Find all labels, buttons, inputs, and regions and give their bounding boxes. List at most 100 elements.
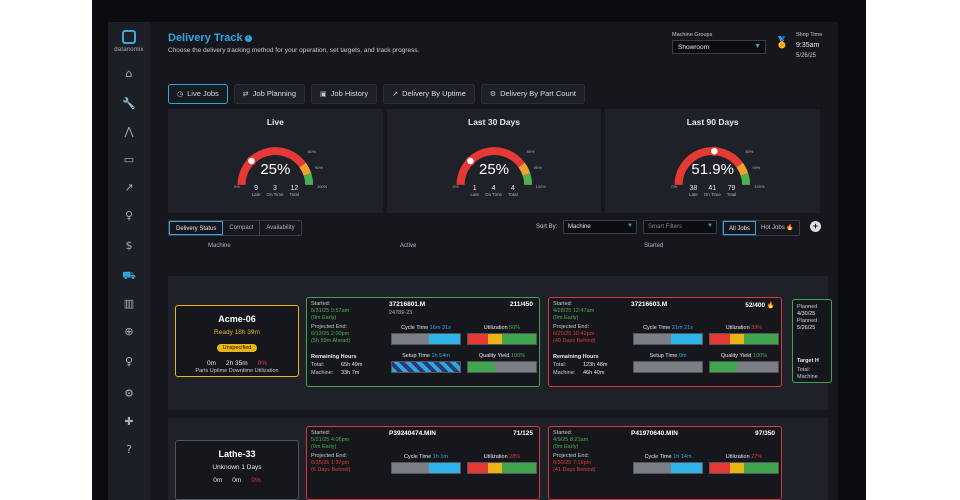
projected-end-value: 6/13/25 2:00pm xyxy=(311,331,350,337)
dollar-icon[interactable]: $ xyxy=(125,239,133,252)
info-icon[interactable]: i xyxy=(244,34,252,42)
part-count: 97/350 xyxy=(755,430,775,437)
trend-icon[interactable]: ↗ xyxy=(124,181,134,194)
tab-job-history[interactable]: ▣ Job History xyxy=(311,84,378,104)
started-note: (0m Early) xyxy=(311,315,337,321)
truck-icon[interactable]: ⛟ xyxy=(122,269,136,282)
sidebar: datanomix ⌂ 🔧 ⋀ ▭ ↗ ♀ $ ⛟ ▥ ⊕ ♀ ⚙ ✚? xyxy=(108,22,150,500)
gauge-card[interactable]: Last 90 Days 0% 80% 90% 100% 51.9% 38 Lat… xyxy=(605,109,821,213)
utilization-bar xyxy=(709,333,779,345)
total-count: 79 Total xyxy=(726,185,737,197)
main-content: Delivery Track i Choose the delivery trac… xyxy=(150,22,838,500)
gauge-label-100: 100% xyxy=(317,184,328,189)
machine-name: Acme-06 xyxy=(218,314,256,324)
chevron-down-icon: ▼ xyxy=(754,43,761,50)
smart-filters-select[interactable]: Smart Filters ▼ xyxy=(643,220,717,234)
gauge-arc-red xyxy=(456,147,525,186)
machine-groups-select[interactable]: Showroom ▼ xyxy=(672,40,766,54)
view-delivery-status[interactable]: Delivery Status xyxy=(169,221,224,235)
projected-end-note: (40 Days Behind) xyxy=(553,338,596,344)
job-card[interactable]: Started: 5/31/25 9:57am (0m Early) Proje… xyxy=(306,297,540,387)
logo-icon xyxy=(122,30,136,44)
job-card[interactable]: Started: 5/21/25 4:06pm (0m Early) Proje… xyxy=(306,426,540,500)
laptop-frame: datanomix ⌂ 🔧 ⋀ ▭ ↗ ♀ $ ⛟ ▥ ⊕ ♀ ⚙ ✚? Delivery Track i… xyxy=(92,0,866,500)
gauge-title: Live xyxy=(266,117,284,127)
projected-end-note: (41 Days Behind) xyxy=(553,467,596,473)
peek-total: Total: xyxy=(797,367,811,373)
column-headers: Machine Active Started xyxy=(168,243,820,253)
home-icon[interactable]: ⌂ xyxy=(125,67,133,80)
column-started: Started xyxy=(644,243,664,249)
downtime-value: 0% xyxy=(257,360,268,367)
view-availability[interactable]: Availability xyxy=(266,225,295,231)
job-card[interactable]: Started: 4/28/25 12:47am (0m Early) Proj… xyxy=(548,297,782,387)
tab-delivery-by-uptime[interactable]: ↗ Delivery By Uptime xyxy=(383,84,475,104)
peek-target: Target H xyxy=(797,358,819,364)
projected-end-value: 6/20/25 10:42pm xyxy=(553,331,595,337)
award-icon[interactable]: ♀ xyxy=(124,209,134,222)
utilization-bar xyxy=(467,333,537,345)
utilization-bar xyxy=(467,462,537,474)
view-toggle: Delivery Status Compact Availability xyxy=(168,220,302,236)
road-icon[interactable]: ⋀ xyxy=(124,125,134,138)
chevron-down-icon: ▼ xyxy=(627,223,633,229)
job-card[interactable]: Started: 4/9/25 8:21am (0m Early) Projec… xyxy=(548,426,782,500)
gauge-row: Live 0% 80% 90% 100% 25% 9 Late 3 On Time … xyxy=(168,109,821,213)
logo[interactable]: datanomix xyxy=(112,30,146,53)
started-note: (0m Early) xyxy=(553,444,579,450)
utilization-metric: Utilization 27% xyxy=(709,454,779,474)
job-part: 24789-23 xyxy=(389,310,413,316)
machine-stats: 0m 2h 35m 0% xyxy=(176,360,298,367)
sort-select[interactable]: Machine ▼ xyxy=(563,220,637,234)
late-count: 38 Late xyxy=(689,185,698,197)
gear-icon[interactable]: ⚙ xyxy=(124,387,134,400)
peek-job-card[interactable]: Planned 4/30/25 Planned 5/26/25 Target H… xyxy=(792,299,832,383)
gauge-card[interactable]: Live 0% 80% 90% 100% 25% 9 Late 3 On Time … xyxy=(168,109,383,213)
all-jobs-button[interactable]: All Jobs xyxy=(723,221,757,235)
search-icon[interactable]: ⊕ xyxy=(124,325,134,338)
puzzle-icon[interactable]: ✚ xyxy=(124,415,134,428)
gauge-label-0: 0% xyxy=(452,184,459,189)
machine-hours-label: Machine: xyxy=(311,370,334,376)
job-id: P41970640.MIN xyxy=(631,430,678,437)
cycle-time-metric: Cycle Time 1h 1m xyxy=(391,454,461,474)
peek-machine: Machine xyxy=(797,374,818,380)
chevron-down-icon: ▼ xyxy=(707,223,713,229)
chart-icon[interactable]: ▥ xyxy=(123,297,135,310)
gauge-label-0: 0% xyxy=(671,184,678,189)
machine-card-acme-06[interactable]: Acme-06 Ready 18h 39m Unspecified 0m 2h … xyxy=(175,305,299,377)
cycle-time-metric: Cycle Time 1h 14m xyxy=(633,454,703,474)
medal-icon[interactable]: 🏅 xyxy=(775,36,789,49)
machine-row: Acme-06 Ready 18h 39m Unspecified 0m 2h … xyxy=(168,276,832,410)
setup-time-metric: Setup Time 1h 54m xyxy=(391,353,461,373)
total-count: 12 Total xyxy=(289,185,299,197)
on-time-count: 41 On Time xyxy=(703,185,721,197)
help-icon[interactable]: ? xyxy=(126,443,132,456)
monitor-icon[interactable]: ▭ xyxy=(123,153,135,166)
gauge-label-80: 80% xyxy=(745,149,754,154)
part-count: 211/450 xyxy=(509,301,533,308)
total-value: 65h 49m xyxy=(341,362,363,368)
peek-date: 4/30/25 xyxy=(797,311,816,317)
peek-planned-label: Planned xyxy=(797,318,818,324)
tab-job-planning[interactable]: ⇄ Job Planning xyxy=(233,84,306,104)
wrench-icon[interactable]: 🔧 xyxy=(122,97,136,110)
mic-icon[interactable]: ♀ xyxy=(124,355,134,368)
add-button[interactable]: + xyxy=(810,221,821,232)
hot-jobs-button[interactable]: Hot Jobs 🔥 xyxy=(761,224,794,231)
gauge-label-80: 80% xyxy=(308,149,317,154)
gauge-marker xyxy=(465,156,475,166)
cycle-time-bar xyxy=(633,462,703,474)
gauge-arc-green xyxy=(303,173,314,186)
shop-date: 5/26/25 xyxy=(796,53,817,59)
gauge-label-90: 90% xyxy=(752,165,761,170)
tab-live-jobs[interactable]: ◷ Live Jobs xyxy=(168,84,228,104)
gauge-card[interactable]: Last 30 Days 0% 80% 90% 100% 25% 1 Late 4… xyxy=(386,109,602,213)
cycle-time-bar xyxy=(391,333,461,345)
gauge-chart xyxy=(237,147,314,186)
column-machine: Machine xyxy=(208,243,231,249)
utilization-metric: Utilization 28% xyxy=(467,454,537,474)
machine-card-lathe-33[interactable]: Lathe-33 Unknown 1 Days 0m 0m 0% xyxy=(175,440,299,500)
view-compact[interactable]: Compact xyxy=(223,221,261,235)
tab-delivery-by-part-count[interactable]: ⚙ Delivery By Part Count xyxy=(480,84,585,104)
